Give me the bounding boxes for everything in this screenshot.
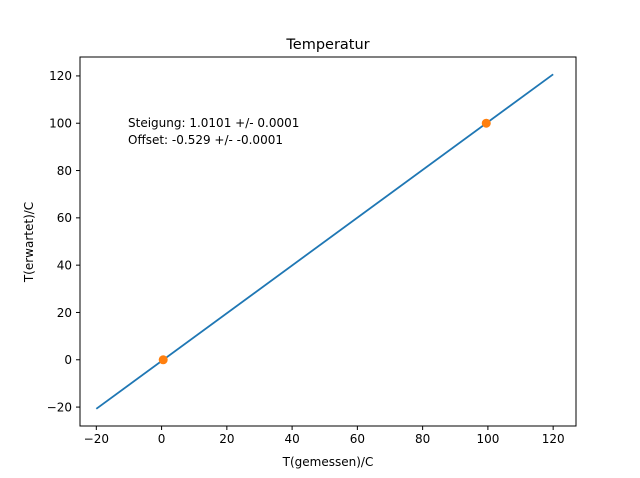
x-tick-label: 20 <box>219 432 234 446</box>
y-tick-label: −20 <box>47 400 72 414</box>
y-tick-label: 60 <box>57 211 72 225</box>
chart-title: Temperatur <box>285 37 369 53</box>
y-tick-label: 80 <box>57 164 72 178</box>
x-axis-label: T(gemessen)/C <box>282 455 374 469</box>
data-point <box>158 355 168 365</box>
fit-offset-annotation: Offset: -0.529 +/- -0.0001 <box>128 133 283 147</box>
x-tick-label: −20 <box>84 432 109 446</box>
x-tick-label: 100 <box>476 432 499 446</box>
y-tick-label: 20 <box>57 306 72 320</box>
x-tick-label: 0 <box>158 432 166 446</box>
y-tick-label: 40 <box>57 258 72 272</box>
x-axis-ticks: −20 0 20 40 60 80 100 120 <box>84 426 565 446</box>
x-tick-label: 120 <box>542 432 565 446</box>
y-tick-label: 100 <box>49 117 72 131</box>
x-tick-label: 40 <box>284 432 299 446</box>
axes-frame <box>79 56 577 427</box>
x-tick-label: 60 <box>350 432 365 446</box>
y-axis-ticks: −20 0 20 40 60 80 100 120 <box>47 69 80 414</box>
fit-slope-annotation: Steigung: 1.0101 +/- 0.0001 <box>128 116 299 130</box>
y-tick-label: 120 <box>49 69 72 83</box>
y-tick-label: 0 <box>64 353 72 367</box>
data-point <box>481 118 491 128</box>
plot-marks <box>95 73 554 410</box>
fit-line <box>95 73 554 410</box>
x-tick-label: 80 <box>415 432 430 446</box>
y-axis-label: T(erwartet)/C <box>22 202 36 283</box>
